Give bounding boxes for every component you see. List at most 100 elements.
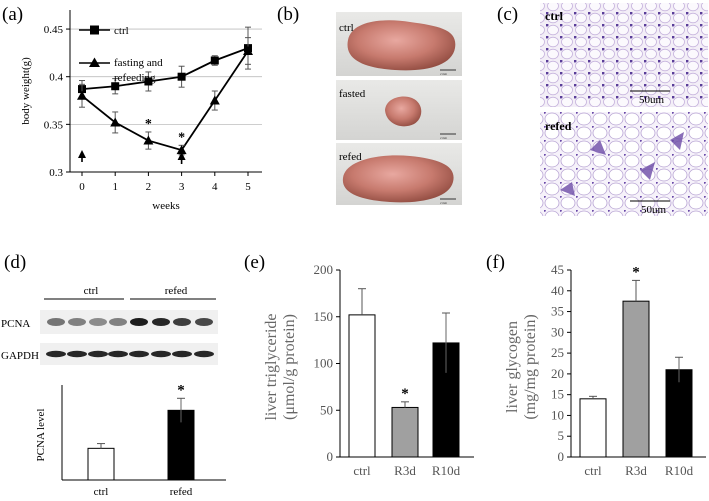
- f-xtick-label: R3d: [625, 463, 647, 478]
- f-significance-star: *: [632, 264, 640, 280]
- c-refed-label: refed: [545, 119, 572, 133]
- a-ytick-label: 0.35: [44, 119, 64, 131]
- a-xtick-label: 5: [245, 181, 251, 193]
- d-bar-ctrl: [87, 447, 115, 481]
- d-xtick-label: ctrl: [94, 486, 109, 498]
- e-xtick-label: R3d: [394, 463, 416, 478]
- a-point-fasting: [143, 135, 154, 145]
- histology-refed: [540, 112, 708, 216]
- e-ylabel: liver triglyceride: [263, 313, 280, 420]
- f-bar-ctrl: [579, 398, 607, 458]
- panel-a-label: (a): [2, 4, 23, 25]
- a-xtick-label: 3: [179, 181, 185, 193]
- blot-band-gapdh: [151, 350, 171, 358]
- a-point-fasting: [77, 90, 87, 100]
- c-ctrl-label: ctrl: [545, 9, 564, 23]
- blot-band-pcna: [152, 318, 170, 326]
- blot-label-pcna: PCNA: [1, 318, 30, 330]
- blot-band-gapdh: [129, 350, 149, 358]
- d-ylabel: PCNA level: [35, 409, 47, 462]
- f-ytick-label: 30: [551, 324, 564, 339]
- e-xtick-label: ctrl: [353, 463, 371, 478]
- a-xtick-label: 0: [79, 181, 85, 193]
- f-ytick-label: 35: [551, 304, 564, 319]
- f-ytick-label: 20: [551, 366, 564, 381]
- f-ylabel: liver glycogen: [504, 321, 521, 413]
- a-ytick-label: 0.3: [49, 167, 63, 179]
- panel-d-label: (d): [4, 252, 26, 273]
- legend-fasting-text-1: fasting and: [114, 57, 163, 69]
- a-arrow-head: [177, 152, 186, 160]
- liver-refed: [342, 155, 454, 203]
- blot-band-pcna: [89, 318, 107, 326]
- e-ytick-label: 100: [314, 356, 334, 371]
- blot-pcna-strip: [40, 310, 218, 334]
- blot-band-gapdh: [172, 350, 192, 358]
- panel-b: (b) ctrl 2 mm fasted 2 mm refed 2 mm: [277, 4, 462, 205]
- f-ytick-label: 5: [558, 428, 565, 443]
- a-ytick-label: 0.4: [49, 72, 63, 84]
- e-bar-r3d: [391, 406, 419, 458]
- e-ytick-label: 0: [327, 449, 334, 464]
- e-ytick-label: 150: [314, 309, 334, 324]
- liver-fasted: [385, 96, 422, 127]
- e-significance-star: *: [401, 386, 409, 402]
- blot-band-gapdh: [194, 350, 214, 358]
- liver-ctrl: [347, 20, 456, 71]
- blot-label-gapdh: GAPDH: [1, 350, 39, 362]
- f-ytick-label: 15: [551, 387, 564, 402]
- e-ytick-label: 200: [314, 262, 334, 277]
- a-series-line-fasting: [81, 50, 249, 152]
- a-point-fasting: [176, 145, 187, 155]
- blot-band-pcna: [195, 318, 213, 326]
- a-series-line-ctrl: [81, 47, 249, 90]
- a-point-ctrl: [144, 77, 153, 86]
- f-ytick-label: 40: [551, 283, 564, 298]
- a-point-fasting: [110, 117, 121, 127]
- blot-band-gapdh: [46, 350, 66, 358]
- b-fasted-scale: 2 mm: [440, 136, 448, 140]
- f-ylabel-units: (mg/mg protein): [522, 314, 539, 419]
- blot-band-pcna: [109, 318, 127, 326]
- c-ctrl-scale: 50um: [639, 94, 665, 106]
- a-point-ctrl: [177, 72, 186, 81]
- legend-ctrl: ctrl: [114, 25, 129, 37]
- a-legend: ctrl fasting and refeeding: [79, 25, 163, 84]
- f-bar-r3d: [622, 300, 650, 458]
- c-refed-scale: 50um: [641, 204, 667, 216]
- b-fasted-label: fasted: [339, 88, 366, 100]
- blot-band-gapdh: [67, 350, 87, 358]
- a-arrow-head: [78, 150, 86, 158]
- a-xtick-label: 1: [112, 181, 118, 193]
- panel-f: (f) 0 5 10 15 20 25 30 35 40 45 ctrl R3d * R10d liver …: [486, 252, 706, 478]
- f-ytick-label: 25: [551, 345, 564, 360]
- panel-f-label: (f): [486, 252, 505, 273]
- histology-ctrl: [540, 3, 708, 107]
- a-xtick-label: 2: [146, 181, 152, 193]
- a-xlabel: weeks: [152, 200, 180, 212]
- d-significance-star: *: [177, 382, 185, 398]
- blot-band-pcna: [47, 318, 65, 326]
- legend-triangle-marker: [89, 57, 100, 67]
- a-significance-star: *: [178, 130, 185, 145]
- e-xtick-label: R10d: [432, 463, 461, 478]
- blot-band-pcna: [130, 318, 148, 326]
- blot-band-gapdh: [88, 350, 108, 358]
- b-ctrl-scale: 2 mm: [440, 72, 448, 76]
- panel-c-label: (c): [497, 4, 518, 25]
- b-ctrl-label: ctrl: [339, 22, 354, 34]
- e-bar-ctrl: [348, 314, 376, 458]
- a-xtick-label: 4: [212, 181, 218, 193]
- e-ytick-label: 50: [320, 402, 333, 417]
- f-ytick-label: 10: [551, 407, 564, 422]
- f-xtick-label: ctrl: [584, 463, 602, 478]
- panel-e-label: (e): [244, 252, 265, 273]
- blot-group-ctrl: ctrl: [84, 285, 99, 297]
- legend-fasting-line1: fasting and refeeding: [114, 57, 163, 84]
- b-refed-label: refed: [339, 151, 362, 163]
- f-ytick-label: 0: [558, 449, 565, 464]
- blot-band-pcna: [68, 318, 86, 326]
- legend-square-marker: [90, 25, 99, 35]
- legend-fasting-text-2: refeeding: [114, 72, 156, 84]
